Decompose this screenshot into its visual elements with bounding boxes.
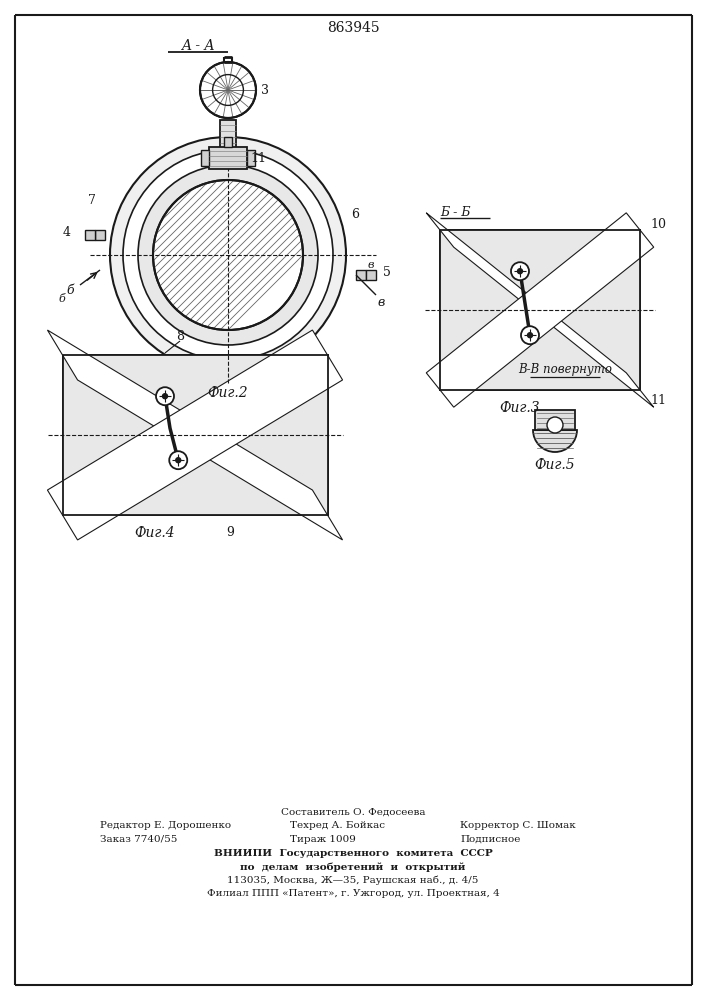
Text: 3: 3: [261, 84, 269, 97]
Circle shape: [518, 269, 522, 274]
Circle shape: [511, 262, 529, 280]
Bar: [95, 230, 105, 240]
Wedge shape: [533, 430, 577, 452]
Circle shape: [156, 387, 174, 405]
Text: 4: 4: [63, 227, 71, 239]
Bar: [247, 150, 255, 166]
Text: В-В повернуто: В-В повернуто: [518, 363, 612, 376]
Bar: [85, 230, 95, 240]
Text: Заказ 7740/55: Заказ 7740/55: [100, 834, 177, 844]
Polygon shape: [426, 213, 654, 407]
Text: Фиг.4: Фиг.4: [135, 526, 175, 540]
Text: 10: 10: [650, 219, 666, 232]
Bar: [440, 230, 640, 390]
Text: Б - Б: Б - Б: [440, 206, 470, 219]
Circle shape: [123, 150, 333, 360]
Circle shape: [169, 451, 187, 469]
Text: 11: 11: [250, 151, 266, 164]
Bar: [535, 410, 575, 430]
Bar: [62, 355, 327, 515]
Bar: [366, 270, 376, 280]
Polygon shape: [47, 330, 343, 540]
Polygon shape: [47, 330, 343, 540]
Polygon shape: [426, 213, 654, 407]
Circle shape: [176, 458, 181, 463]
Circle shape: [153, 180, 303, 330]
Text: по  делам  изобретений  и  открытий: по делам изобретений и открытий: [240, 862, 466, 872]
Text: Техред А. Бойкас: Техред А. Бойкас: [290, 822, 385, 830]
Bar: [224, 137, 232, 147]
Text: в: в: [378, 296, 385, 310]
Bar: [356, 270, 366, 280]
Text: ВНИИПИ  Государственного  комитета  СССР: ВНИИПИ Государственного комитета СССР: [214, 850, 492, 858]
Text: Тираж 1009: Тираж 1009: [290, 834, 356, 844]
Text: Фиг.5: Фиг.5: [534, 458, 575, 472]
Text: Филиал ППП «Патент», г. Ужгород, ул. Проектная, 4: Филиал ППП «Патент», г. Ужгород, ул. Про…: [206, 888, 499, 898]
Circle shape: [200, 62, 256, 118]
Text: 7: 7: [88, 194, 96, 207]
Text: б: б: [66, 284, 74, 296]
Bar: [440, 230, 640, 390]
Text: 9: 9: [226, 526, 234, 540]
Text: Фиг.3: Фиг.3: [500, 401, 540, 415]
Text: Фиг.2: Фиг.2: [208, 386, 248, 400]
Text: в: в: [368, 260, 374, 270]
Text: A - A: A - A: [181, 39, 215, 53]
Text: Редактор Е. Дорошенко: Редактор Е. Дорошенко: [100, 822, 231, 830]
Text: 5: 5: [383, 266, 391, 279]
Circle shape: [527, 333, 532, 338]
Text: Составитель О. Федосеева: Составитель О. Федосеева: [281, 808, 425, 816]
Text: 8: 8: [176, 330, 184, 344]
Circle shape: [547, 417, 563, 433]
Bar: [220, 120, 236, 165]
Circle shape: [163, 394, 168, 399]
Text: 11: 11: [650, 393, 666, 406]
Text: 113035, Москва, Ж—35, Раушская наб., д. 4/5: 113035, Москва, Ж—35, Раушская наб., д. …: [228, 875, 479, 885]
Text: б: б: [59, 294, 65, 304]
Bar: [201, 150, 209, 166]
Bar: [62, 355, 327, 515]
Bar: [209, 147, 247, 169]
Text: 6: 6: [351, 209, 359, 222]
Circle shape: [521, 326, 539, 344]
Bar: [440, 230, 640, 390]
Circle shape: [138, 165, 318, 345]
Text: Подписное: Подписное: [460, 834, 520, 844]
Circle shape: [110, 137, 346, 373]
Text: 863945: 863945: [327, 21, 380, 35]
Bar: [62, 355, 327, 515]
Text: Корректор С. Шомак: Корректор С. Шомак: [460, 822, 575, 830]
